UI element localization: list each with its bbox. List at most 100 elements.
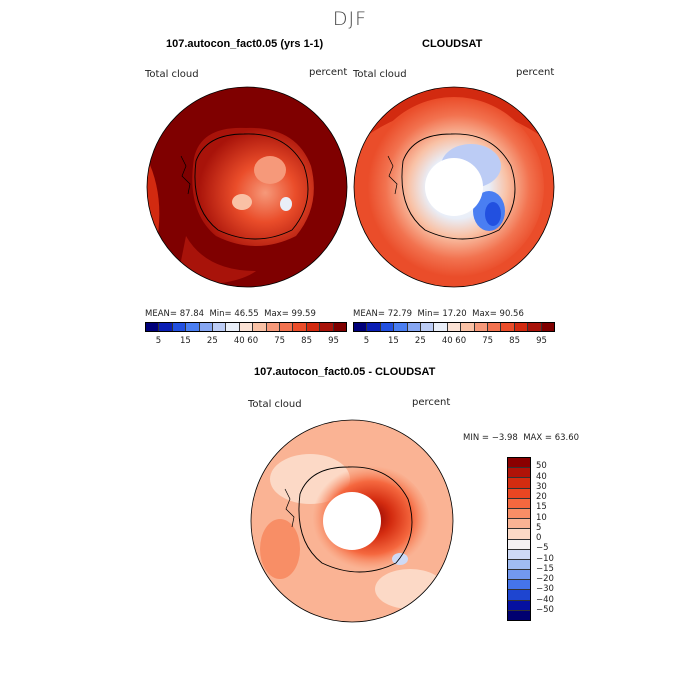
panel2-max-label: Max= (472, 309, 497, 319)
panel3-field-patch-negative (392, 553, 408, 565)
page-title: DJF (332, 8, 368, 30)
colorbar-swatch (528, 323, 542, 331)
panel1-polar-map (146, 86, 348, 288)
colorbar-swatch (280, 323, 294, 331)
panel1-min-label: Min= (209, 309, 232, 319)
colorbar-tick-label: 10 (536, 512, 547, 523)
colorbar-swatch (213, 323, 227, 331)
panel1-field-interior (192, 127, 314, 246)
colorbar-swatch (172, 323, 187, 331)
panel1-mean-value: 87.84 (179, 309, 205, 319)
colorbar-swatch (186, 323, 200, 331)
panel2-colorbar-ticks: 5 15 25 40 60 75 85 95 (353, 336, 555, 348)
panel1-max-label: Max= (264, 309, 289, 319)
panel1-min-value: 46.55 (234, 309, 259, 319)
panel1-map-border (146, 86, 348, 288)
panel3-colorbar (507, 457, 531, 621)
colorbar-tick-label: 15 (179, 336, 191, 346)
panel2-min-label: Min= (417, 309, 440, 319)
colorbar-tick-label: 85 (509, 336, 520, 346)
panel2-missing-data-hole (425, 158, 483, 216)
colorbar-swatch (226, 323, 240, 331)
panel3-colorbar-ticks: 50 40 30 20 15 10 5 0 −5 −10 −15 −20 −30 −40 −50 (536, 457, 576, 621)
colorbar-tick-label: 50 (536, 461, 547, 472)
colorbar-tick-label: 20 (536, 492, 547, 502)
colorbar-swatch (508, 519, 530, 530)
panel1-field-patch-center (232, 194, 252, 210)
panel3-stats: MIN = −3.98 MAX = 63.60 (463, 433, 579, 443)
panel1-stats: MEAN= 87.84 Min= 46.55 Max= 99.59 (145, 309, 316, 319)
panel2-stats: MEAN= 72.79 Min= 17.20 Max= 90.56 (353, 309, 524, 319)
colorbar-tick-label: −50 (536, 604, 554, 615)
colorbar-swatch (508, 610, 530, 620)
colorbar-swatch (508, 549, 530, 560)
colorbar-swatch (199, 323, 214, 331)
colorbar-swatch (508, 539, 530, 550)
colorbar-tick-label: −20 (536, 574, 554, 584)
panel1-field-patch-east (254, 156, 286, 184)
panel1-field-patch-low (280, 197, 292, 211)
colorbar-swatch (407, 323, 422, 331)
colorbar-tick-label: 15 (536, 502, 547, 513)
colorbar-tick-label: 75 (274, 336, 286, 346)
colorbar-tick-label: 95 (328, 336, 339, 346)
panel3-field-patch-w (260, 519, 300, 579)
panel3-peninsula-coastline (284, 488, 295, 528)
colorbar-swatch (239, 323, 254, 331)
panel1-units-label: percent (309, 67, 348, 78)
panel2-polar-map (353, 86, 555, 288)
colorbar-tick-label: −10 (536, 553, 554, 564)
colorbar-swatch (508, 468, 530, 479)
colorbar-swatch (508, 580, 530, 591)
panel2-colorbar (353, 322, 555, 332)
colorbar-swatch (508, 498, 530, 509)
panel3-min-label: MIN = (463, 433, 490, 443)
colorbar-tick-label: 0 (536, 533, 542, 543)
colorbar-swatch (333, 323, 347, 331)
colorbar-swatch (293, 323, 307, 331)
panel2-variable-label: Total cloud (353, 69, 407, 80)
panel3-antarctica-coastline (298, 466, 413, 573)
colorbar-swatch (266, 323, 281, 331)
colorbar-swatch (461, 323, 475, 331)
panel1-antarctica-coastline (194, 133, 309, 240)
colorbar-tick-label: 30 (536, 481, 547, 492)
panel2-map-border (353, 86, 555, 288)
panel2-units-label: percent (516, 67, 555, 78)
colorbar-swatch (367, 323, 381, 331)
colorbar-tick-label: 5 (155, 336, 162, 346)
colorbar-swatch (421, 323, 435, 331)
colorbar-swatch (508, 600, 530, 611)
colorbar-swatch (508, 508, 530, 520)
panel1-title: 107.autocon_fact0.05 (yrs 1-1) (166, 38, 324, 50)
colorbar-tick-label: 40 (536, 471, 547, 482)
colorbar-swatch (380, 323, 395, 331)
panel3-polar-map (250, 419, 454, 623)
colorbar-tick-label: −15 (536, 563, 554, 574)
panel2-peninsula-coastline (387, 155, 398, 195)
panel2-title: CLOUDSAT (422, 38, 483, 50)
colorbar-tick-label: 5 (536, 522, 542, 533)
colorbar-tick-label: 60 (455, 336, 467, 346)
colorbar-tick-label: 15 (387, 336, 399, 346)
colorbar-swatch (508, 478, 530, 489)
colorbar-swatch (508, 458, 530, 469)
colorbar-tick-label: 25 (414, 336, 426, 346)
colorbar-swatch (488, 323, 502, 331)
panel1-colorbar (145, 322, 347, 332)
colorbar-swatch (508, 529, 530, 540)
colorbar-tick-label: 60 (247, 336, 259, 346)
panel2-mean-value: 72.79 (387, 309, 413, 319)
colorbar-swatch (159, 323, 173, 331)
colorbar-swatch (306, 323, 321, 331)
panel2-antarctica-coastline (401, 133, 516, 240)
panel2-field-patch-dark-blue (485, 202, 501, 226)
colorbar-tick-label: −5 (536, 543, 549, 554)
colorbar-tick-label: 75 (482, 336, 494, 346)
panel1-mean-label: MEAN= (145, 309, 177, 319)
colorbar-swatch (447, 323, 462, 331)
panel3-min-value: −3.98 (491, 433, 518, 443)
colorbar-tick-label: 40 (441, 336, 453, 346)
panel3-title: 107.autocon_fact0.05 - CLOUDSAT (254, 366, 436, 378)
colorbar-swatch (508, 590, 530, 601)
